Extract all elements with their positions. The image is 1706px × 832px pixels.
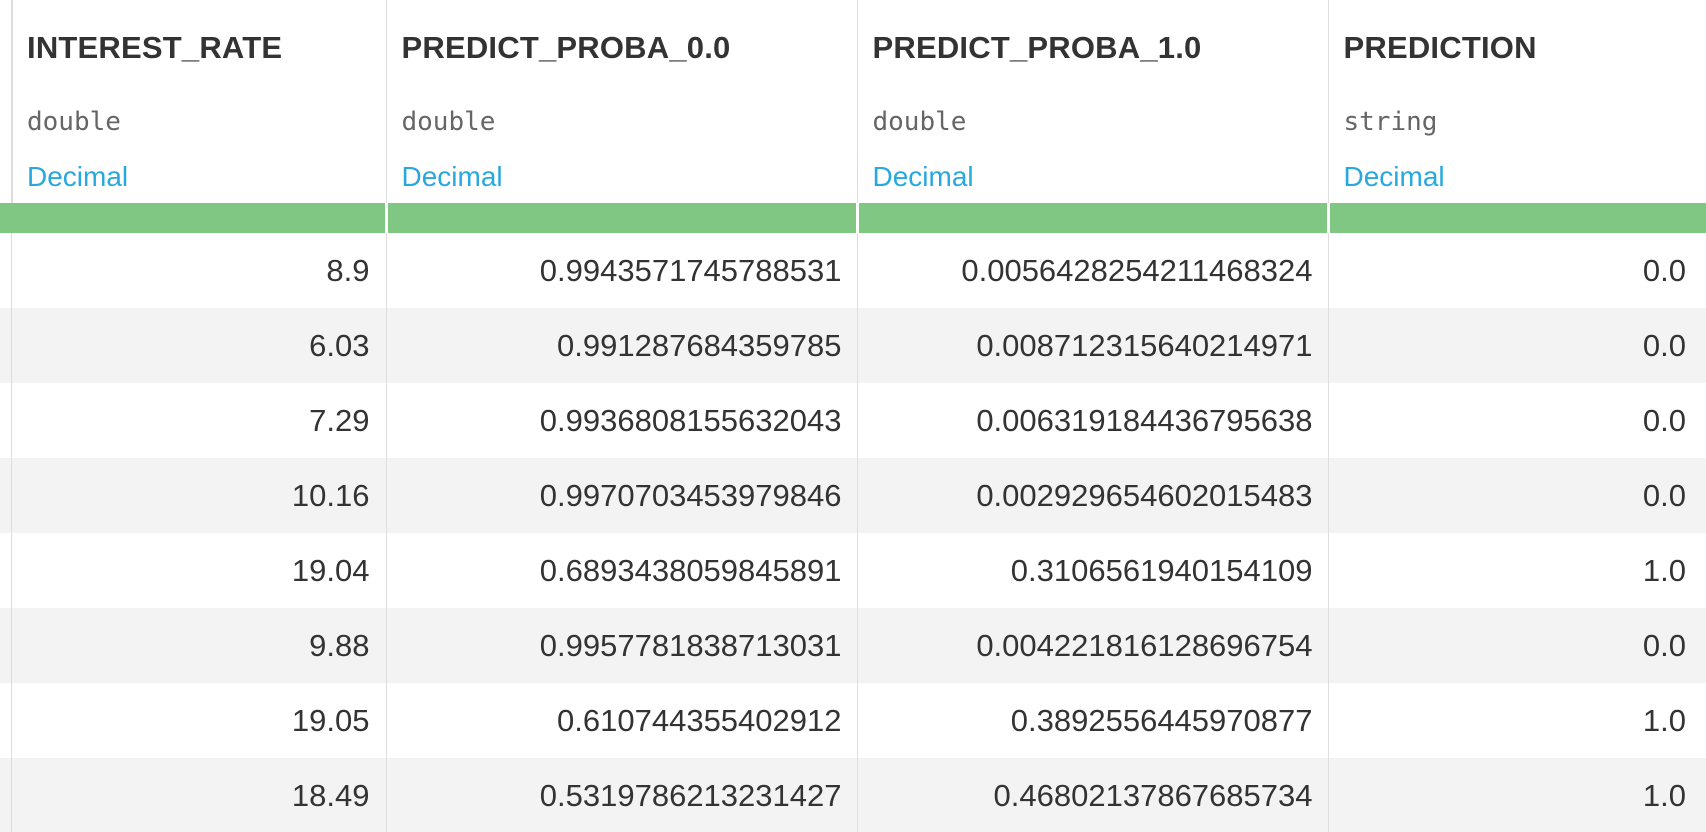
table-cell[interactable]: 8.9	[12, 233, 387, 308]
table-cell[interactable]: 0.9957781838713031	[386, 608, 858, 683]
column-storage-type: double	[872, 107, 967, 137]
table-cell[interactable]: 19.04	[12, 533, 387, 608]
table-cell[interactable]: 0.0	[1328, 458, 1706, 533]
table-cell[interactable]: 0.5319786213231427	[386, 758, 858, 832]
table-cell[interactable]: 0.0	[1328, 233, 1706, 308]
table-cell[interactable]: 19.05	[12, 683, 387, 758]
table-cell[interactable]: 0.9970703453979846	[386, 458, 858, 533]
row-stripe-left-edge	[0, 458, 11, 533]
column-header-predict-proba-1[interactable]: PREDICT_PROBA_1.0 double Decimal	[857, 0, 1329, 203]
table-row: 6.03 0.991287684359785 0.008712315640214…	[12, 308, 1706, 383]
table-cell[interactable]: 0.008712315640214971	[857, 308, 1329, 383]
table-cell[interactable]: 18.49	[12, 758, 387, 832]
table-cell[interactable]: 0.9936808155632043	[386, 383, 858, 458]
data-quality-bar[interactable]	[857, 203, 1330, 233]
table-cell[interactable]: 0.6893438059845891	[386, 533, 858, 608]
quality-bar-left-edge	[0, 203, 12, 233]
column-storage-type: string	[1343, 107, 1438, 137]
table-cell[interactable]: 0.3892556445970877	[857, 683, 1329, 758]
header-row: INTEREST_RATE double Decimal PREDICT_PRO…	[12, 0, 1706, 203]
data-quality-bar[interactable]	[1328, 203, 1706, 233]
column-storage-type: double	[401, 107, 496, 137]
row-stripe-left-edge	[0, 608, 11, 683]
column-meaning-link[interactable]: Decimal	[872, 161, 974, 192]
column-header-prediction[interactable]: PREDICTION string Decimal	[1328, 0, 1706, 203]
row-stripe-left-edge	[0, 758, 11, 832]
column-meaning-link[interactable]: Decimal	[401, 161, 503, 192]
table-cell[interactable]: 0.9943571745788531	[386, 233, 858, 308]
table-cell[interactable]: 0.3106561940154109	[857, 533, 1329, 608]
table-cell[interactable]: 1.0	[1328, 758, 1706, 832]
column-name: PREDICT_PROBA_1.0	[872, 30, 1202, 65]
table-cell[interactable]: 0.0	[1328, 608, 1706, 683]
table-cell[interactable]: 0.006319184436795638	[857, 383, 1329, 458]
column-header-interest-rate[interactable]: INTEREST_RATE double Decimal	[12, 0, 387, 203]
table-row: 9.88 0.9957781838713031 0.00422181612869…	[12, 608, 1706, 683]
table-cell[interactable]: 7.29	[12, 383, 387, 458]
data-table: INTEREST_RATE double Decimal PREDICT_PRO…	[12, 0, 1706, 832]
column-meaning-link[interactable]: Decimal	[1343, 161, 1445, 192]
column-name: INTEREST_RATE	[27, 30, 283, 65]
column-name: PREDICT_PROBA_0.0	[401, 30, 731, 65]
column-storage-type: double	[27, 107, 121, 137]
table-cell[interactable]: 0.991287684359785	[386, 308, 858, 383]
table-cell[interactable]: 0.002929654602015483	[857, 458, 1329, 533]
table-cell[interactable]: 6.03	[12, 308, 387, 383]
table-cell[interactable]: 1.0	[1328, 533, 1706, 608]
table-row: 8.9 0.9943571745788531 0.005642825421146…	[12, 233, 1706, 308]
table-cell[interactable]: 0.46802137867685734	[857, 758, 1329, 832]
table-cell[interactable]: 0.0	[1328, 308, 1706, 383]
table-cell[interactable]: 0.0	[1328, 383, 1706, 458]
table-cell[interactable]: 1.0	[1328, 683, 1706, 758]
table-cell[interactable]: 0.610744355402912	[386, 683, 858, 758]
table-row: 19.04 0.6893438059845891 0.3106561940154…	[12, 533, 1706, 608]
data-quality-bar[interactable]	[386, 203, 859, 233]
data-quality-bar-row	[12, 203, 1706, 233]
table-row: 19.05 0.610744355402912 0.38925564459708…	[12, 683, 1706, 758]
table-row: 10.16 0.9970703453979846 0.0029296546020…	[12, 458, 1706, 533]
row-stripe-left-edge	[0, 308, 11, 383]
table-cell[interactable]: 0.004221816128696754	[857, 608, 1329, 683]
column-name: PREDICTION	[1343, 30, 1537, 65]
column-meaning-link[interactable]: Decimal	[27, 161, 129, 192]
data-quality-bar[interactable]	[12, 203, 388, 233]
table-row: 7.29 0.9936808155632043 0.00631918443679…	[12, 383, 1706, 458]
table-row: 18.49 0.5319786213231427 0.4680213786768…	[12, 758, 1706, 832]
table-cell[interactable]: 0.0056428254211468324	[857, 233, 1329, 308]
table-cell[interactable]: 9.88	[12, 608, 387, 683]
table-cell[interactable]: 10.16	[12, 458, 387, 533]
column-header-predict-proba-0[interactable]: PREDICT_PROBA_0.0 double Decimal	[386, 0, 858, 203]
